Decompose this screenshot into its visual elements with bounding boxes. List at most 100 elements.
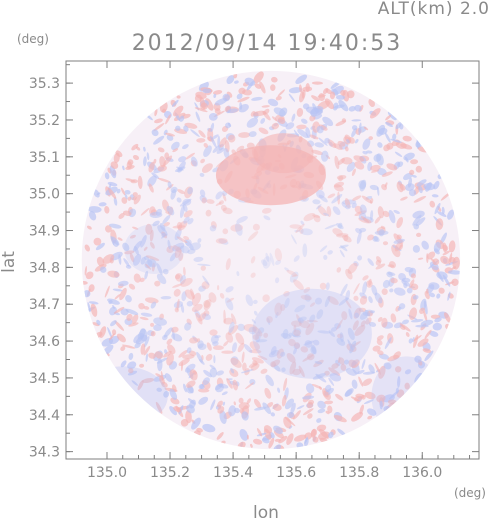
echo-speckle: [418, 185, 423, 194]
echo-speckle: [235, 332, 245, 345]
echo-speckle: [404, 382, 410, 390]
echo-speckle: [263, 332, 269, 338]
echo-speckle: [331, 194, 343, 204]
echo-speckle: [156, 387, 162, 392]
echo-speckle: [303, 212, 316, 222]
echo-speckle: [173, 288, 181, 297]
echo-speckle: [120, 346, 126, 351]
echo-speckle: [384, 182, 388, 188]
echo-speckle: [399, 183, 406, 191]
echo-speckle: [186, 380, 196, 388]
echo-speckle: [249, 378, 256, 386]
echo-speckle: [352, 125, 358, 131]
echo-speckle: [281, 367, 286, 372]
echo-speckle: [292, 334, 301, 338]
echo-speckle: [223, 340, 229, 347]
echo-speckle: [213, 355, 216, 364]
echo-speckle: [176, 298, 180, 311]
echo-speckle: [218, 200, 224, 205]
echo-speckle: [309, 302, 316, 307]
echo-speckle: [274, 277, 280, 284]
echo-speckle: [180, 277, 193, 287]
echo-speckle: [300, 346, 309, 353]
echo-speckle: [393, 287, 406, 296]
echo-speckle: [344, 146, 349, 152]
echo-speckle: [351, 168, 356, 177]
echo-speckle: [261, 437, 270, 444]
echo-speckle: [107, 181, 118, 187]
echo-speckle: [199, 172, 205, 177]
echo-speckle: [293, 324, 297, 333]
echo-speckle: [185, 410, 192, 424]
echo-speckle: [368, 364, 375, 374]
echo-speckle: [127, 361, 137, 370]
echo-speckle: [390, 313, 397, 323]
echo-speckle: [356, 231, 362, 244]
echo-speckle: [340, 363, 347, 371]
echo-speckle: [431, 194, 439, 198]
echo-speckle: [415, 165, 423, 173]
echo-speckle: [361, 394, 366, 400]
echo-speckle: [415, 217, 426, 227]
echo-speckle: [125, 264, 132, 269]
echo-speckle: [148, 183, 154, 193]
echo-speckle: [96, 319, 101, 326]
echo-speckle: [265, 252, 270, 262]
echo-speckle: [196, 138, 206, 143]
echo-speckle: [81, 280, 88, 285]
echo-speckle: [228, 321, 235, 333]
echo-speckle: [118, 213, 125, 219]
echo-speckle: [259, 81, 266, 94]
echo-speckle: [274, 438, 281, 442]
echo-speckle: [131, 314, 139, 324]
echo-speckle: [416, 232, 422, 238]
echo-speckle: [171, 326, 179, 333]
echo-speckle: [291, 113, 296, 122]
echo-speckle: [353, 261, 359, 267]
echo-speckle: [118, 254, 122, 265]
echo-speckle: [377, 317, 383, 322]
echo-speckle: [195, 111, 201, 122]
echo-speckle: [297, 316, 307, 322]
echo-speckle: [251, 96, 263, 101]
echo-speckle: [262, 294, 270, 303]
echo-speckle: [191, 156, 198, 167]
echo-speckle: [149, 211, 163, 219]
echo-speckle: [395, 387, 399, 394]
echo-speckle: [383, 362, 392, 370]
echo-speckle: [252, 110, 267, 117]
echo-speckle: [302, 243, 308, 258]
echo-speckle: [447, 209, 455, 220]
echo-speckle: [317, 330, 331, 334]
echo-speckle: [129, 234, 136, 239]
x-tick-label: 135.6: [276, 465, 316, 481]
echo-speckle: [215, 191, 223, 200]
echo-speckle: [150, 301, 157, 309]
echo-speckle: [440, 255, 450, 265]
echo-speckle: [367, 258, 374, 266]
echo-region: [371, 356, 442, 437]
echo-speckle: [288, 332, 293, 337]
echo-speckle: [337, 191, 341, 205]
echo-speckle: [345, 268, 353, 280]
echo-speckle: [132, 196, 137, 201]
echo-speckle: [127, 196, 132, 201]
echo-speckle: [389, 288, 394, 293]
echo-speckle: [300, 295, 312, 301]
echo-speckle: [425, 182, 432, 192]
echo-speckle: [183, 266, 186, 276]
echo-speckle: [451, 278, 459, 286]
echo-speckle: [176, 197, 182, 203]
echo-speckle: [150, 331, 156, 337]
echo-speckle: [214, 335, 221, 339]
echo-speckle: [381, 288, 388, 295]
echo-speckle: [219, 410, 227, 425]
echo-speckle: [333, 181, 345, 188]
echo-speckle: [197, 263, 211, 267]
echo-speckle: [311, 95, 320, 102]
echo-speckle: [299, 84, 303, 93]
echo-speckle: [140, 343, 146, 355]
echo-speckle: [243, 324, 258, 332]
echo-speckle: [206, 342, 212, 351]
echo-speckle: [382, 210, 390, 218]
